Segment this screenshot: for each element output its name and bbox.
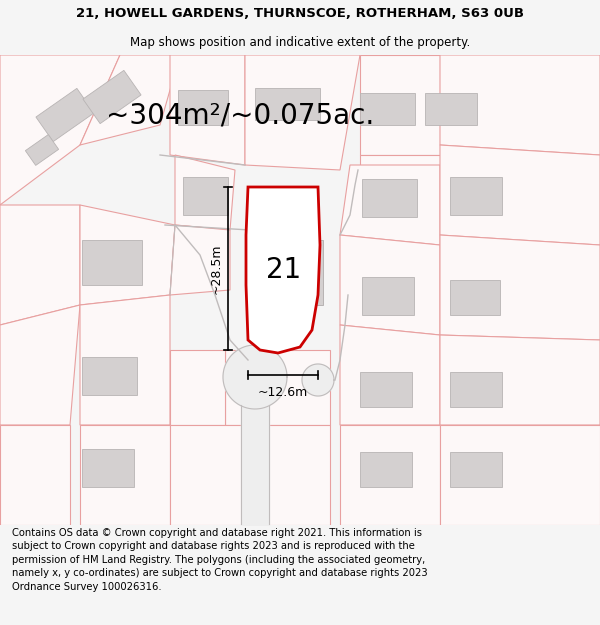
Bar (360, 452, 412, 487)
Polygon shape (302, 364, 334, 396)
Polygon shape (340, 325, 440, 425)
Polygon shape (223, 345, 287, 409)
Polygon shape (0, 305, 80, 425)
Polygon shape (360, 55, 440, 155)
Polygon shape (245, 55, 360, 170)
Bar (450, 177, 502, 215)
Bar (82, 240, 142, 285)
Polygon shape (340, 235, 440, 335)
Polygon shape (0, 55, 120, 205)
Polygon shape (0, 205, 80, 325)
Bar (255, 240, 323, 305)
Bar (178, 90, 228, 125)
Text: 21, HOWELL GARDENS, THURNSCOE, ROTHERHAM, S63 0UB: 21, HOWELL GARDENS, THURNSCOE, ROTHERHAM… (76, 8, 524, 20)
Text: ~12.6m: ~12.6m (258, 386, 308, 399)
Bar (450, 452, 502, 487)
Bar (362, 179, 417, 217)
Bar (450, 372, 502, 407)
Bar (360, 372, 412, 407)
Bar (362, 277, 414, 315)
Polygon shape (170, 425, 330, 525)
Polygon shape (170, 225, 230, 295)
Polygon shape (175, 155, 235, 230)
Polygon shape (25, 134, 59, 166)
Text: Contains OS data © Crown copyright and database right 2021. This information is
: Contains OS data © Crown copyright and d… (12, 528, 428, 592)
Polygon shape (170, 55, 245, 165)
Bar (255, 88, 320, 120)
Polygon shape (440, 425, 600, 525)
Bar (183, 177, 228, 215)
Polygon shape (440, 55, 600, 155)
Polygon shape (80, 425, 170, 525)
Polygon shape (340, 425, 440, 525)
Polygon shape (36, 88, 94, 142)
Bar (360, 93, 415, 125)
Polygon shape (80, 55, 180, 145)
Polygon shape (83, 71, 141, 124)
Polygon shape (440, 335, 600, 425)
Polygon shape (80, 205, 175, 305)
Polygon shape (0, 425, 70, 525)
Bar (82, 357, 137, 395)
Bar (450, 280, 500, 315)
Bar (425, 93, 477, 125)
Text: ~28.5m: ~28.5m (209, 243, 223, 294)
Text: ~304m²/~0.075ac.: ~304m²/~0.075ac. (106, 101, 374, 129)
Polygon shape (440, 235, 600, 340)
Polygon shape (225, 350, 330, 425)
Text: 21: 21 (266, 256, 302, 284)
Polygon shape (246, 187, 320, 353)
Bar (82, 449, 134, 487)
Polygon shape (80, 295, 170, 425)
Text: Map shows position and indicative extent of the property.: Map shows position and indicative extent… (130, 36, 470, 49)
Polygon shape (360, 155, 440, 170)
Polygon shape (440, 145, 600, 245)
Polygon shape (170, 350, 225, 425)
Polygon shape (340, 165, 440, 245)
